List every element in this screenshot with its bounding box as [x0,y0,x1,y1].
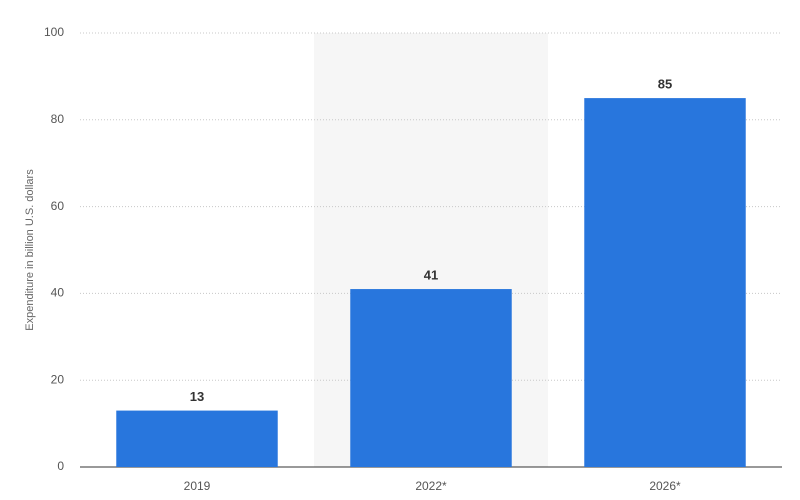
bar [116,410,278,467]
y-tick-label: 100 [44,25,64,39]
bar [350,289,512,467]
y-tick-label: 0 [57,459,64,473]
value-label: 85 [658,77,672,92]
y-axis-title: Expenditure in billion U.S. dollars [24,169,36,331]
y-tick-label: 60 [51,199,65,213]
bar [584,98,746,467]
y-tick-label: 20 [51,372,65,386]
x-tick-label: 2022* [415,479,447,493]
y-tick-label: 80 [51,112,65,126]
value-label: 13 [190,389,204,404]
x-tick-label: 2019 [184,479,211,493]
y-tick-label: 40 [51,286,65,300]
value-label: 41 [424,267,438,282]
x-tick-label: 2026* [649,479,681,493]
